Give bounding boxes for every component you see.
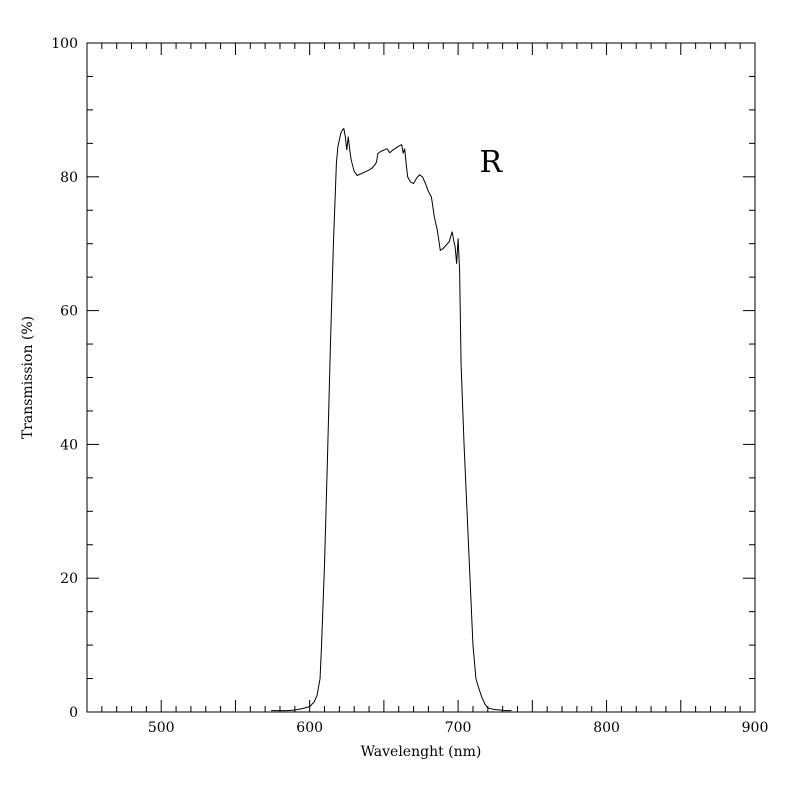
x-axis-label: Wavelenght (nm) (361, 744, 482, 760)
y-tick-label: 60 (60, 304, 78, 320)
tick-marks (86, 42, 756, 713)
y-tick-label: 80 (60, 170, 78, 186)
y-tick-label: 0 (69, 705, 78, 721)
x-tick-label: 700 (445, 720, 472, 736)
y-tick-label: 40 (60, 437, 78, 453)
series-line (271, 127, 512, 712)
y-axis-label: Transmission (%) (20, 316, 36, 439)
x-tick-label: 500 (148, 720, 175, 736)
plot-frame (86, 42, 756, 713)
x-tick-label: 600 (296, 720, 323, 736)
y-tick-label: 100 (51, 36, 78, 52)
x-tick-label: 800 (593, 720, 620, 736)
x-tick-label: 900 (742, 720, 769, 736)
tick-labels: 500 600 700 800 900 0 20 40 60 80 100 (51, 36, 768, 736)
annotation-r: R (479, 145, 503, 180)
y-tick-label: 20 (60, 571, 78, 587)
